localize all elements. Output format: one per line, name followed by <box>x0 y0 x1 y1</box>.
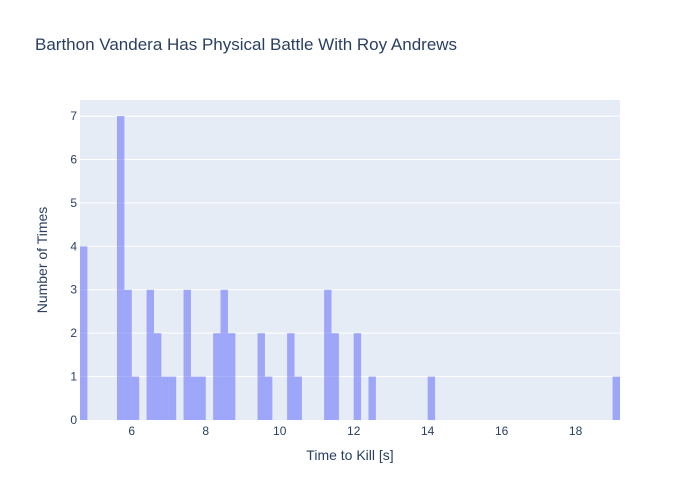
histogram-bar[interactable] <box>146 289 154 420</box>
y-tick-label: 6 <box>70 152 77 166</box>
x-tick-label: 14 <box>421 424 435 438</box>
x-axis-title: Time to Kill [s] <box>306 447 393 463</box>
histogram-bar[interactable] <box>153 333 162 420</box>
histogram-bar[interactable] <box>183 289 191 420</box>
y-tick-label: 2 <box>70 326 77 340</box>
histogram-bar[interactable] <box>161 376 169 420</box>
histogram-bar[interactable] <box>124 289 132 420</box>
y-tick-label: 5 <box>70 196 77 210</box>
histogram-bar[interactable] <box>331 333 339 420</box>
x-tick-label: 12 <box>347 424 361 438</box>
y-tick-label: 1 <box>70 370 77 384</box>
y-tick-label: 0 <box>70 413 77 427</box>
plot-background <box>80 100 620 420</box>
x-tick-label: 8 <box>202 424 209 438</box>
y-axis-title: Number of Times <box>34 207 50 314</box>
x-tick-label: 18 <box>569 424 583 438</box>
histogram-bar[interactable] <box>190 376 199 420</box>
y-tick-label: 3 <box>70 283 77 297</box>
y-tick-label: 7 <box>70 109 77 123</box>
histogram-bar[interactable] <box>427 376 436 420</box>
histogram-bars <box>80 116 620 421</box>
histogram-bar[interactable] <box>131 376 140 420</box>
y-tick-label: 4 <box>70 239 77 253</box>
x-tick-label: 16 <box>495 424 509 438</box>
histogram-bar[interactable] <box>287 333 295 420</box>
histogram-bar[interactable] <box>294 376 302 420</box>
x-tick-label: 10 <box>273 424 287 438</box>
histogram-bar[interactable] <box>368 376 376 420</box>
histogram-bar[interactable] <box>257 333 265 420</box>
x-tick-labels: 6 8 10 12 14 16 18 <box>128 424 582 438</box>
x-tick-label: 6 <box>128 424 135 438</box>
histogram-bar[interactable] <box>220 289 228 420</box>
histogram-bar[interactable] <box>264 376 273 420</box>
histogram-bar[interactable] <box>227 333 236 420</box>
histogram-bar[interactable] <box>213 333 221 420</box>
histogram-bar[interactable] <box>324 289 332 420</box>
chart-title: Barthon Vandera Has Physical Battle With… <box>35 35 457 54</box>
histogram-bar[interactable] <box>612 376 620 420</box>
histogram-bar[interactable] <box>168 376 177 420</box>
histogram-bar[interactable] <box>116 116 125 421</box>
y-tick-labels: 0 1 2 3 4 5 6 7 <box>70 109 77 427</box>
histogram-bar[interactable] <box>198 376 206 420</box>
histogram-bar[interactable] <box>80 246 88 420</box>
histogram-bar[interactable] <box>353 333 362 420</box>
